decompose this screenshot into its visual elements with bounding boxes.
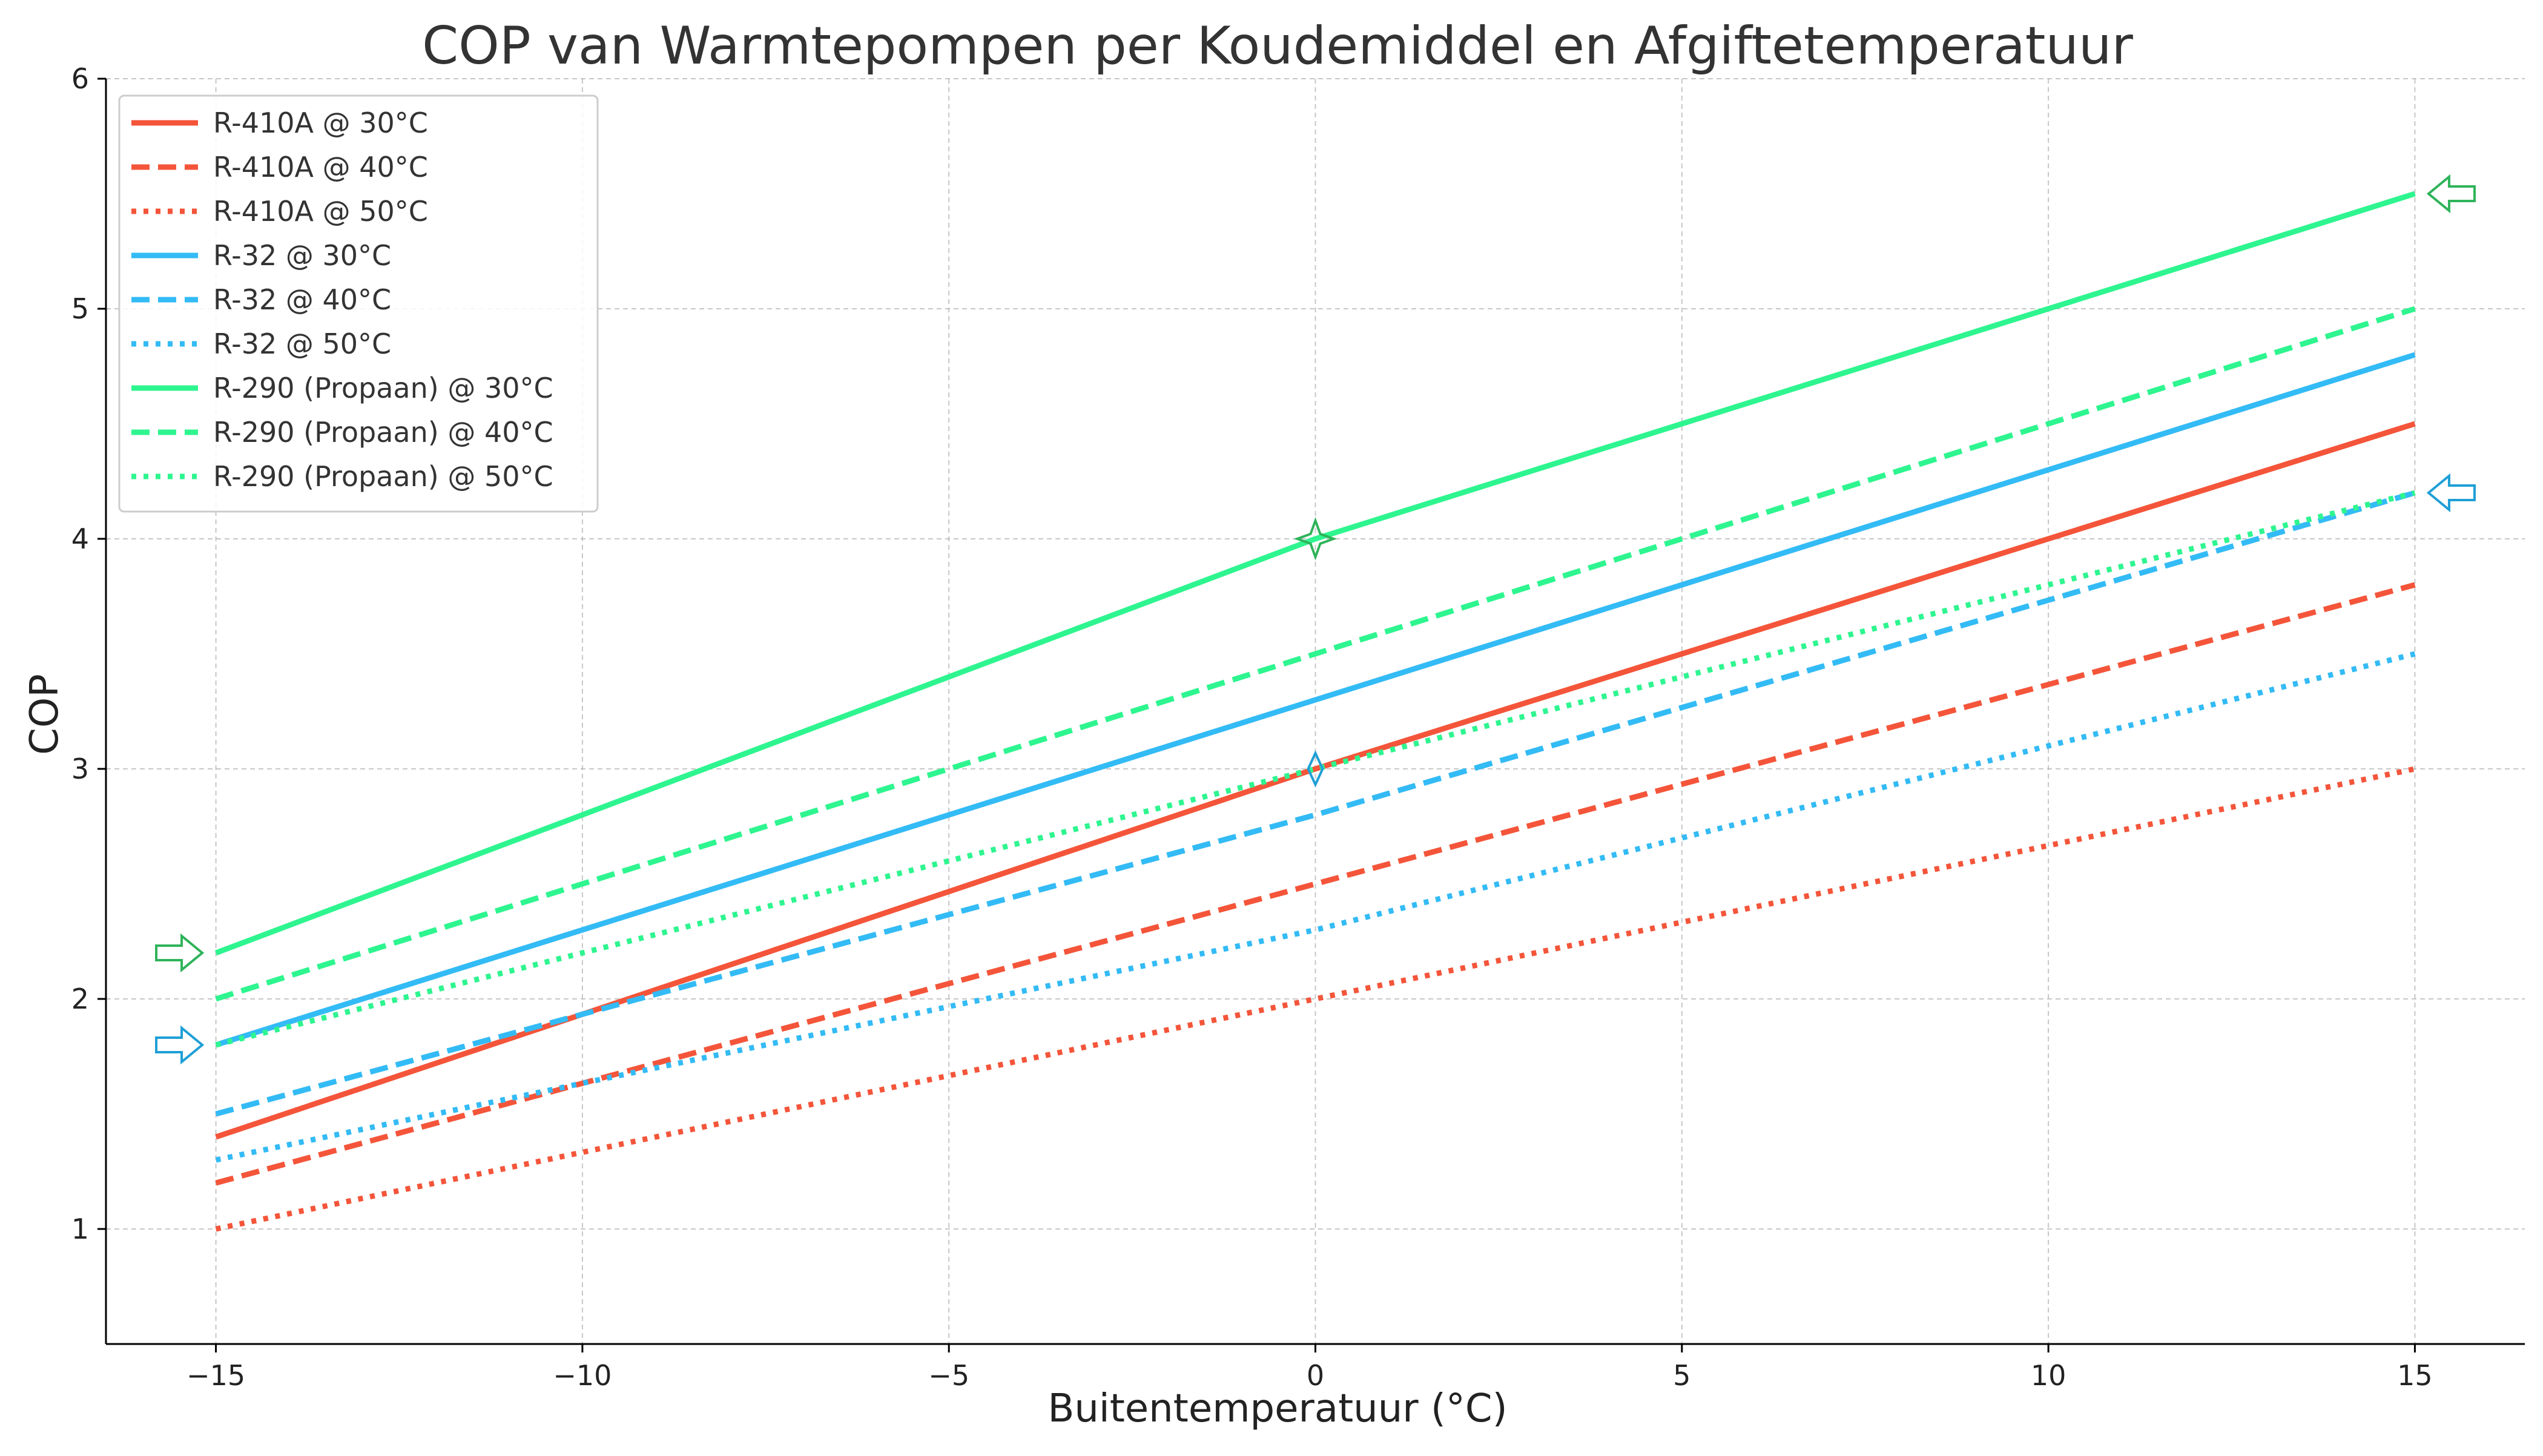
x-tick-label: −10 <box>553 1359 612 1392</box>
series-line-7 <box>215 306 2416 1002</box>
y-tick-label: 5 <box>71 292 89 325</box>
annotation-star-4 <box>1293 517 1337 561</box>
legend-label-1: R-410A @ 40°C <box>213 151 428 183</box>
y-tick-label: 4 <box>71 522 89 555</box>
annotation-diamond-5 <box>1307 750 1324 788</box>
legend-label-2: R-410A @ 50°C <box>213 195 428 228</box>
axes-layer: −15 −10 −5 0 5 10 15 1 2 3 4 5 6 <box>71 62 2525 1392</box>
annotation-arrow-right-0 <box>155 933 205 973</box>
x-tick-label: 0 <box>1307 1359 1324 1392</box>
y-axis-label: COP <box>22 674 67 755</box>
series-line-8 <box>215 490 2416 1048</box>
y-tick-label: 3 <box>71 753 89 785</box>
legend-label-0: R-410A @ 30°C <box>213 107 428 139</box>
x-axis-label: Buitentemperatuur (°C) <box>1047 1386 1507 1431</box>
y-tick-label: 6 <box>71 62 89 95</box>
y-tick-label: 2 <box>71 983 89 1015</box>
annotation-arrow-left-3 <box>2426 473 2476 513</box>
legend-label-4: R-32 @ 40°C <box>213 283 391 316</box>
series-line-1 <box>215 582 2416 1186</box>
annotation-layer <box>155 174 2476 1065</box>
legend-label-6: R-290 (Propaan) @ 30°C <box>213 372 553 404</box>
series-line-4 <box>215 490 2416 1117</box>
annotation-arrow-left-2 <box>2426 174 2476 214</box>
chart-title: COP van Warmtepompen per Koudemiddel en … <box>422 16 2133 76</box>
annotation-arrow-right-1 <box>155 1025 205 1065</box>
legend-label-5: R-32 @ 50°C <box>213 328 391 360</box>
x-tick-label: 15 <box>2397 1359 2433 1392</box>
legend: R-410A @ 30°C R-410A @ 40°C R-410A @ 50°C R… <box>118 94 599 513</box>
x-tick-label: 5 <box>1673 1359 1690 1392</box>
x-tick-label: −15 <box>186 1359 245 1392</box>
legend-label-3: R-32 @ 30°C <box>213 239 391 272</box>
legend-box <box>118 94 599 513</box>
legend-label-8: R-290 (Propaan) @ 50°C <box>213 460 553 493</box>
series-line-5 <box>215 651 2416 1163</box>
series-line-3 <box>215 352 2416 1048</box>
x-tick-label: −5 <box>928 1359 969 1392</box>
x-tick-label: 10 <box>2031 1359 2066 1392</box>
series-layer <box>215 191 2416 1232</box>
legend-label-7: R-290 (Propaan) @ 40°C <box>213 416 553 449</box>
series-line-6 <box>215 191 2416 956</box>
y-tick-label: 1 <box>71 1213 89 1245</box>
